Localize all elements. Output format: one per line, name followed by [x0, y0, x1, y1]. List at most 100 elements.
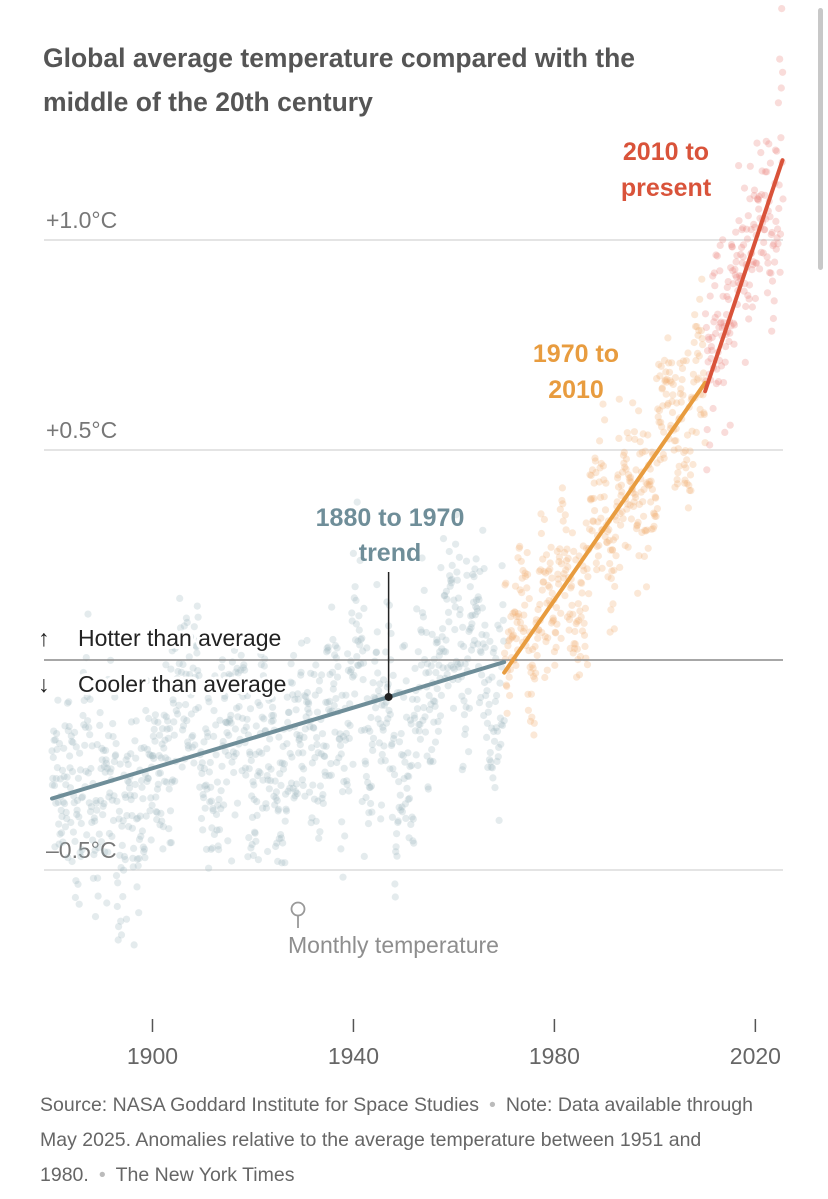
monthly-point	[89, 836, 97, 844]
monthly-point	[701, 439, 709, 447]
monthly-point	[603, 539, 611, 547]
monthly-point	[691, 311, 699, 319]
monthly-point	[402, 677, 410, 685]
monthly-point	[78, 794, 86, 802]
monthly-point	[378, 750, 386, 759]
monthly-point	[188, 733, 196, 741]
monthly-point	[615, 434, 623, 442]
chart-title: Global average temperature compared with…	[43, 43, 636, 117]
monthly-point	[90, 814, 98, 822]
monthly-point	[204, 733, 212, 741]
monthly-point	[748, 266, 756, 274]
monthly-point	[745, 315, 753, 323]
cooler-arrow-icon: ↓	[38, 671, 50, 697]
monthly-point	[133, 855, 141, 863]
monthly-point	[527, 690, 536, 698]
monthly-point	[473, 604, 481, 613]
monthly-point	[77, 852, 85, 861]
monthly-point	[636, 450, 644, 458]
monthly-point	[431, 697, 439, 706]
monthly-point	[656, 456, 664, 464]
monthly-point	[163, 778, 171, 786]
monthly-point	[478, 671, 486, 679]
monthly-point	[614, 471, 622, 479]
monthly-point	[174, 667, 182, 676]
monthly-point	[427, 700, 435, 708]
monthly-point	[357, 635, 365, 644]
monthly-point	[301, 725, 309, 733]
monthly-point	[395, 738, 404, 746]
monthly-point	[423, 752, 431, 760]
monthly-point	[304, 705, 312, 713]
monthly-point	[243, 687, 251, 695]
monthly-point	[760, 226, 768, 234]
monthly-point	[135, 909, 143, 917]
monthly-point	[350, 671, 358, 679]
trend-lines	[50, 158, 785, 801]
monthly-point	[140, 848, 148, 856]
monthly-point	[591, 454, 599, 462]
monthly-point	[291, 695, 299, 704]
monthly-point	[127, 718, 136, 726]
monthly-point	[458, 692, 466, 700]
monthly-point	[507, 627, 515, 635]
monthly-point	[341, 832, 349, 840]
monthly-point	[331, 642, 339, 650]
monthly-point	[103, 764, 111, 772]
monthly-point	[557, 634, 565, 643]
monthly-point	[730, 340, 738, 348]
monthly-point	[646, 481, 654, 489]
monthly-point	[683, 456, 691, 464]
monthly-point	[320, 742, 328, 750]
monthly-point	[721, 358, 729, 366]
monthly-point	[452, 511, 460, 519]
monthly-point	[660, 428, 668, 436]
monthly-point	[581, 642, 589, 651]
monthly-point	[186, 670, 194, 679]
monthly-point	[146, 751, 154, 760]
monthly-point	[58, 766, 67, 774]
monthly-point	[580, 631, 589, 639]
monthly-point	[200, 794, 208, 802]
monthly-point	[580, 619, 588, 627]
monthly-point	[779, 195, 787, 203]
monthly-point	[180, 715, 188, 723]
monthly-point	[146, 807, 154, 815]
monthly-point	[228, 857, 236, 865]
monthly-point	[359, 676, 367, 684]
monthly-point	[174, 710, 182, 718]
monthly-point	[200, 738, 208, 746]
monthly-point	[525, 595, 533, 603]
monthly-point	[345, 787, 353, 795]
monthly-point	[465, 627, 473, 636]
monthly-point	[114, 936, 122, 944]
scrollbar-thumb[interactable]	[818, 8, 823, 270]
monthly-point	[719, 236, 727, 244]
monthly-point	[115, 807, 123, 815]
monthly-point	[194, 613, 202, 621]
monthly-point	[176, 594, 184, 603]
source-text: Source: NASA Goddard Institute for Space…	[40, 1094, 479, 1116]
monthly-point	[344, 650, 352, 658]
monthly-point	[164, 734, 172, 742]
monthly-point	[516, 618, 525, 627]
monthly-point	[621, 541, 629, 550]
monthly-point	[61, 823, 69, 831]
monthly-point	[202, 725, 210, 733]
monthly-point	[83, 693, 91, 701]
monthly-point	[526, 663, 534, 671]
monthly-point	[398, 803, 406, 811]
monthly-point	[168, 778, 176, 786]
page-scrollbar[interactable]	[814, 0, 828, 1199]
monthly-point	[250, 781, 258, 789]
monthly-point	[254, 856, 262, 864]
monthly-point	[64, 854, 72, 862]
monthly-point	[439, 664, 447, 672]
monthly-point	[233, 664, 241, 672]
monthly-point	[712, 329, 720, 338]
monthly-point	[359, 659, 368, 667]
monthly-point	[603, 538, 611, 546]
monthly-point	[50, 727, 58, 735]
monthly-point	[122, 915, 131, 923]
monthly-point	[187, 710, 195, 718]
